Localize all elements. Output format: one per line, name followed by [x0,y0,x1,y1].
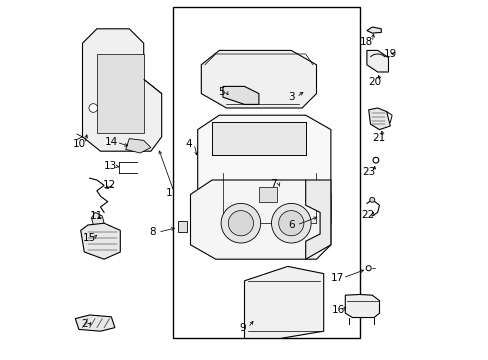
Polygon shape [366,27,381,33]
Text: 14: 14 [104,137,118,147]
Bar [212,122,305,155]
Polygon shape [75,315,115,331]
Bar [97,54,143,133]
Text: 20: 20 [367,77,381,87]
Polygon shape [244,266,323,338]
Polygon shape [125,139,151,153]
Circle shape [372,157,378,163]
Text: 22: 22 [360,210,373,220]
Circle shape [278,211,303,236]
Text: 11: 11 [90,211,103,221]
Text: 18: 18 [360,37,373,47]
Circle shape [221,203,260,243]
Circle shape [271,203,310,243]
Polygon shape [345,294,379,318]
Circle shape [228,211,253,236]
Text: 17: 17 [330,273,343,283]
Text: 9: 9 [239,323,245,333]
Bar [258,187,276,202]
Circle shape [89,104,98,112]
Polygon shape [223,86,258,104]
Polygon shape [197,115,330,238]
Text: 5: 5 [217,87,224,97]
Text: 13: 13 [104,161,117,171]
Polygon shape [305,180,330,259]
Polygon shape [91,212,104,227]
Text: 3: 3 [287,92,294,102]
Text: 2: 2 [81,319,87,329]
Polygon shape [82,29,162,151]
Polygon shape [201,50,316,108]
Text: 16: 16 [331,305,344,315]
Text: 23: 23 [361,167,375,177]
Text: 8: 8 [149,227,156,237]
Bar [172,7,359,338]
Circle shape [369,197,374,202]
Text: 21: 21 [371,132,384,143]
Polygon shape [81,223,120,259]
Text: 1: 1 [165,188,172,198]
Text: 10: 10 [72,139,85,149]
Polygon shape [368,108,389,130]
Bar [178,221,186,232]
Text: 7: 7 [269,179,276,189]
Circle shape [366,266,370,271]
Text: 19: 19 [383,49,396,59]
Polygon shape [190,180,330,259]
Text: 6: 6 [287,220,294,230]
Text: 15: 15 [82,233,96,243]
Text: 12: 12 [102,180,116,190]
Text: 4: 4 [185,139,192,149]
Polygon shape [366,50,387,72]
